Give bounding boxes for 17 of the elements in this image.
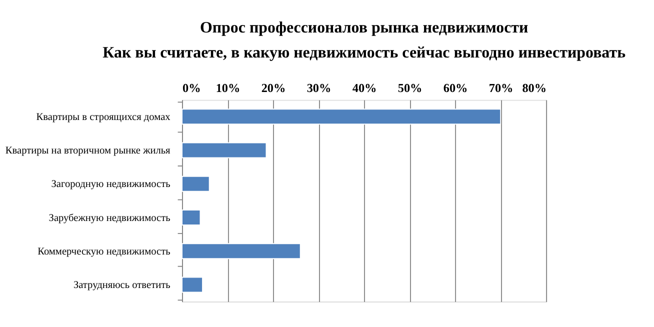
x-tick-label: 80% bbox=[522, 80, 547, 95]
x-tick-label: 10% bbox=[216, 80, 240, 95]
chart-subtitle: Как вы считаете, в какую недвижимость сейчас выгодно инвестировать bbox=[102, 44, 626, 62]
y-tick-label: Зарубежную недвижимость bbox=[48, 212, 171, 224]
x-tick-label: 20% bbox=[261, 80, 286, 95]
chart-title: Опрос профессионалов рынка недвижимости bbox=[200, 19, 528, 36]
y-tick-label: Коммерческую недвижимость bbox=[38, 246, 171, 258]
x-tick-label: 60% bbox=[443, 80, 468, 95]
y-tick-label: Квартиры на вторичном рынке жилья bbox=[5, 146, 171, 157]
y-tick-label: Квартиры в строящихся домах bbox=[36, 112, 172, 123]
x-tick-label: 0% bbox=[182, 80, 201, 95]
x-tick-label: 70% bbox=[488, 80, 514, 95]
y-tick-label: Затрудняюсь ответить bbox=[73, 280, 171, 292]
y-tick-label: Загородную недвижимость bbox=[51, 179, 171, 190]
x-tick-label: 40% bbox=[352, 80, 377, 95]
x-tick-label: 50% bbox=[398, 80, 422, 95]
x-tick-label: 30% bbox=[306, 80, 332, 95]
